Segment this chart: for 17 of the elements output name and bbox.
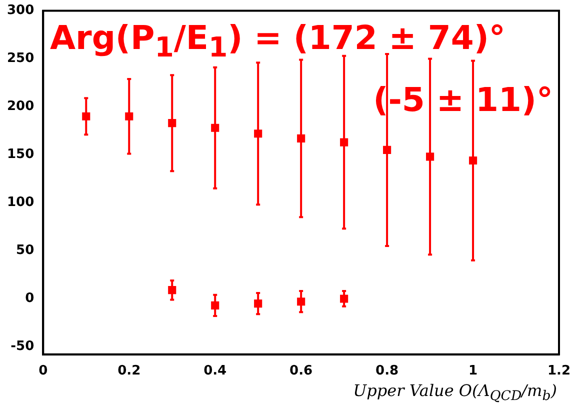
y-tick-label: 100: [6, 195, 34, 210]
y-tick-label: 300: [6, 3, 34, 18]
y-tick-label: 0: [25, 291, 34, 306]
y-tick-label: 200: [6, 99, 34, 114]
x-tick-label: 0.2: [118, 364, 141, 379]
y-tick-label: 50: [16, 243, 34, 258]
x-tick-label: 0.4: [204, 364, 227, 379]
x-tick-label: 0: [38, 364, 48, 379]
y-tick-label: -50: [10, 339, 34, 354]
x-tick-label: 0.8: [376, 364, 399, 379]
x-axis-title: Upper Value O(Λ$_{QCD}$/m$_{b}$): [353, 381, 557, 404]
y-tick-label: 150: [6, 147, 34, 162]
x-tick-label: 0.6: [290, 364, 313, 379]
x-tick-label: 1.2: [547, 364, 571, 379]
annotation: Arg(P$_{1}$/E$_{1}$) = (172 ± 74)°: [50, 18, 506, 64]
x-tick-label: 1: [468, 364, 478, 379]
y-tick-label: 250: [6, 51, 34, 66]
